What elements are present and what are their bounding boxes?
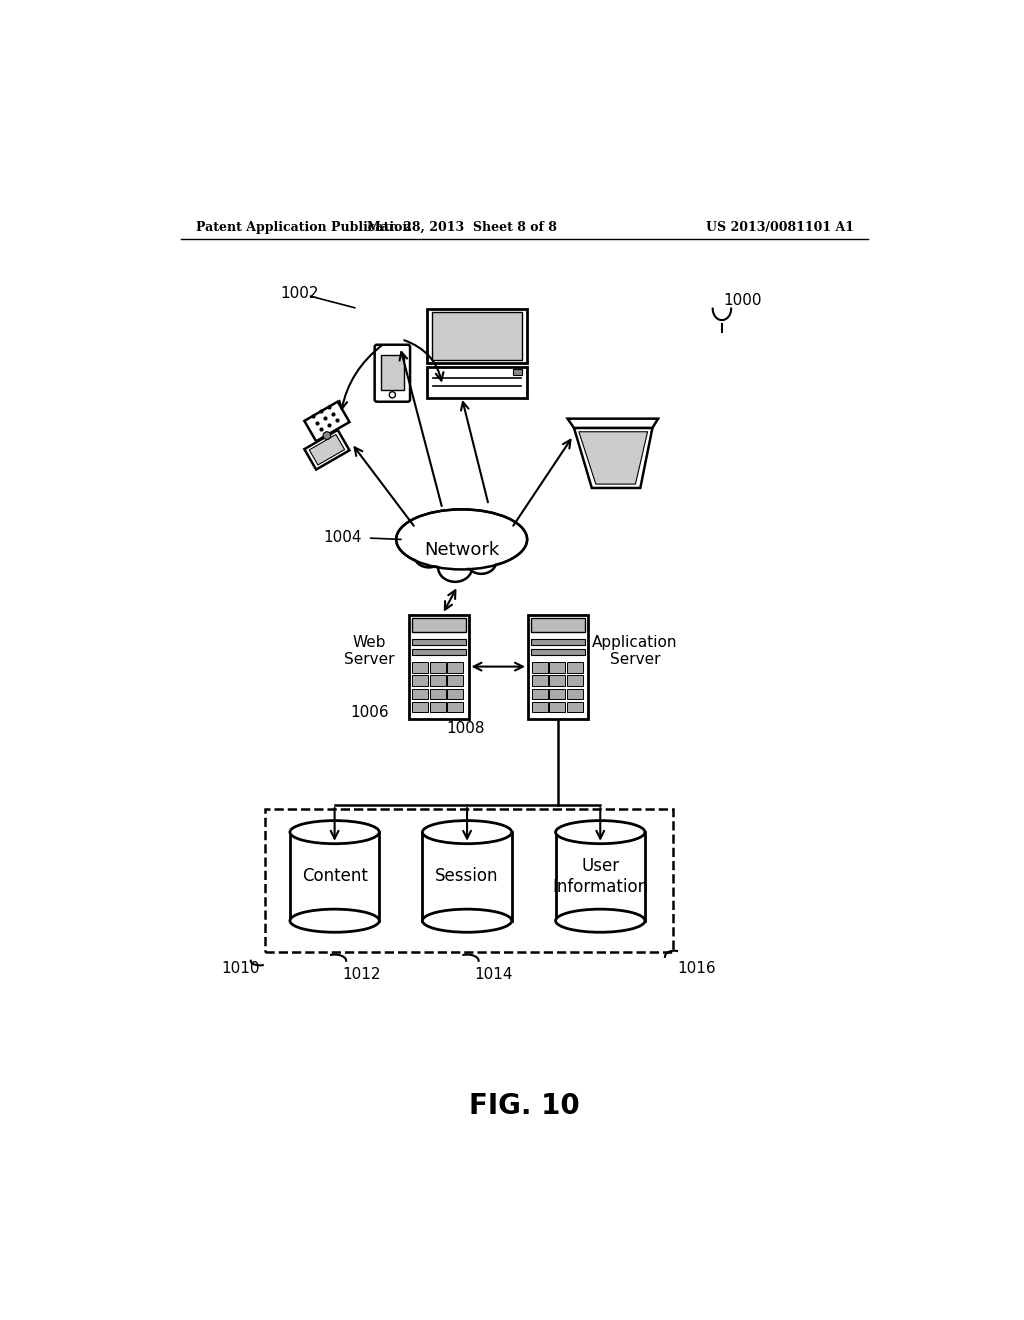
Text: Web
Server: Web Server xyxy=(344,635,394,668)
FancyBboxPatch shape xyxy=(531,676,548,686)
FancyBboxPatch shape xyxy=(531,663,548,673)
FancyBboxPatch shape xyxy=(447,702,463,713)
FancyBboxPatch shape xyxy=(531,689,548,700)
FancyBboxPatch shape xyxy=(422,832,512,921)
Text: User
Information: User Information xyxy=(552,857,648,896)
Text: Session: Session xyxy=(435,867,499,886)
FancyBboxPatch shape xyxy=(531,648,585,655)
Text: Network: Network xyxy=(424,541,500,558)
Ellipse shape xyxy=(556,909,645,932)
FancyBboxPatch shape xyxy=(413,689,428,700)
FancyBboxPatch shape xyxy=(549,663,565,673)
FancyBboxPatch shape xyxy=(447,663,463,673)
FancyBboxPatch shape xyxy=(375,345,410,401)
Text: Mar. 28, 2013  Sheet 8 of 8: Mar. 28, 2013 Sheet 8 of 8 xyxy=(367,222,557,234)
FancyBboxPatch shape xyxy=(531,702,548,713)
FancyBboxPatch shape xyxy=(409,615,469,718)
Ellipse shape xyxy=(290,909,379,932)
FancyBboxPatch shape xyxy=(412,648,466,655)
Text: 1016: 1016 xyxy=(677,961,716,975)
Text: 1000: 1000 xyxy=(724,293,762,309)
Ellipse shape xyxy=(397,511,525,568)
Polygon shape xyxy=(304,430,349,470)
FancyBboxPatch shape xyxy=(531,639,585,645)
FancyBboxPatch shape xyxy=(432,313,522,359)
FancyBboxPatch shape xyxy=(430,663,445,673)
FancyBboxPatch shape xyxy=(412,618,466,631)
Ellipse shape xyxy=(422,909,512,932)
FancyBboxPatch shape xyxy=(528,615,588,718)
FancyBboxPatch shape xyxy=(556,832,645,921)
FancyBboxPatch shape xyxy=(531,618,585,631)
Ellipse shape xyxy=(466,549,497,574)
FancyBboxPatch shape xyxy=(549,702,565,713)
FancyBboxPatch shape xyxy=(430,689,445,700)
FancyBboxPatch shape xyxy=(413,702,428,713)
FancyBboxPatch shape xyxy=(566,676,583,686)
Text: US 2013/0081101 A1: US 2013/0081101 A1 xyxy=(707,222,854,234)
Text: 1010: 1010 xyxy=(221,961,260,975)
Polygon shape xyxy=(304,401,349,441)
Text: 1004: 1004 xyxy=(323,529,361,545)
FancyBboxPatch shape xyxy=(566,663,583,673)
FancyBboxPatch shape xyxy=(427,367,527,399)
Text: 1002: 1002 xyxy=(281,285,319,301)
Text: FIG. 10: FIG. 10 xyxy=(469,1092,581,1119)
FancyBboxPatch shape xyxy=(549,676,565,686)
Polygon shape xyxy=(567,418,658,428)
FancyBboxPatch shape xyxy=(447,689,463,700)
Ellipse shape xyxy=(396,510,527,569)
Ellipse shape xyxy=(415,544,443,568)
Ellipse shape xyxy=(492,539,513,557)
Polygon shape xyxy=(574,428,652,488)
FancyBboxPatch shape xyxy=(549,689,565,700)
Text: Patent Application Publication: Patent Application Publication xyxy=(196,222,412,234)
FancyBboxPatch shape xyxy=(413,676,428,686)
Text: 1008: 1008 xyxy=(446,721,484,735)
FancyBboxPatch shape xyxy=(290,832,379,921)
Circle shape xyxy=(323,432,331,440)
Polygon shape xyxy=(579,432,647,484)
Ellipse shape xyxy=(290,821,379,843)
Text: 1006: 1006 xyxy=(350,705,388,721)
FancyBboxPatch shape xyxy=(566,702,583,713)
FancyBboxPatch shape xyxy=(566,689,583,700)
FancyBboxPatch shape xyxy=(430,676,445,686)
Polygon shape xyxy=(309,434,345,465)
Ellipse shape xyxy=(438,553,472,582)
Ellipse shape xyxy=(556,821,645,843)
FancyBboxPatch shape xyxy=(413,663,428,673)
FancyBboxPatch shape xyxy=(430,702,445,713)
Text: 1014: 1014 xyxy=(475,966,513,982)
Text: 1012: 1012 xyxy=(342,966,381,982)
FancyBboxPatch shape xyxy=(427,309,527,363)
FancyBboxPatch shape xyxy=(447,676,463,686)
Ellipse shape xyxy=(422,821,512,843)
FancyBboxPatch shape xyxy=(412,639,466,645)
FancyBboxPatch shape xyxy=(381,355,403,391)
Text: Content: Content xyxy=(302,867,368,886)
FancyBboxPatch shape xyxy=(513,368,522,375)
Text: Application
Server: Application Server xyxy=(592,635,678,668)
